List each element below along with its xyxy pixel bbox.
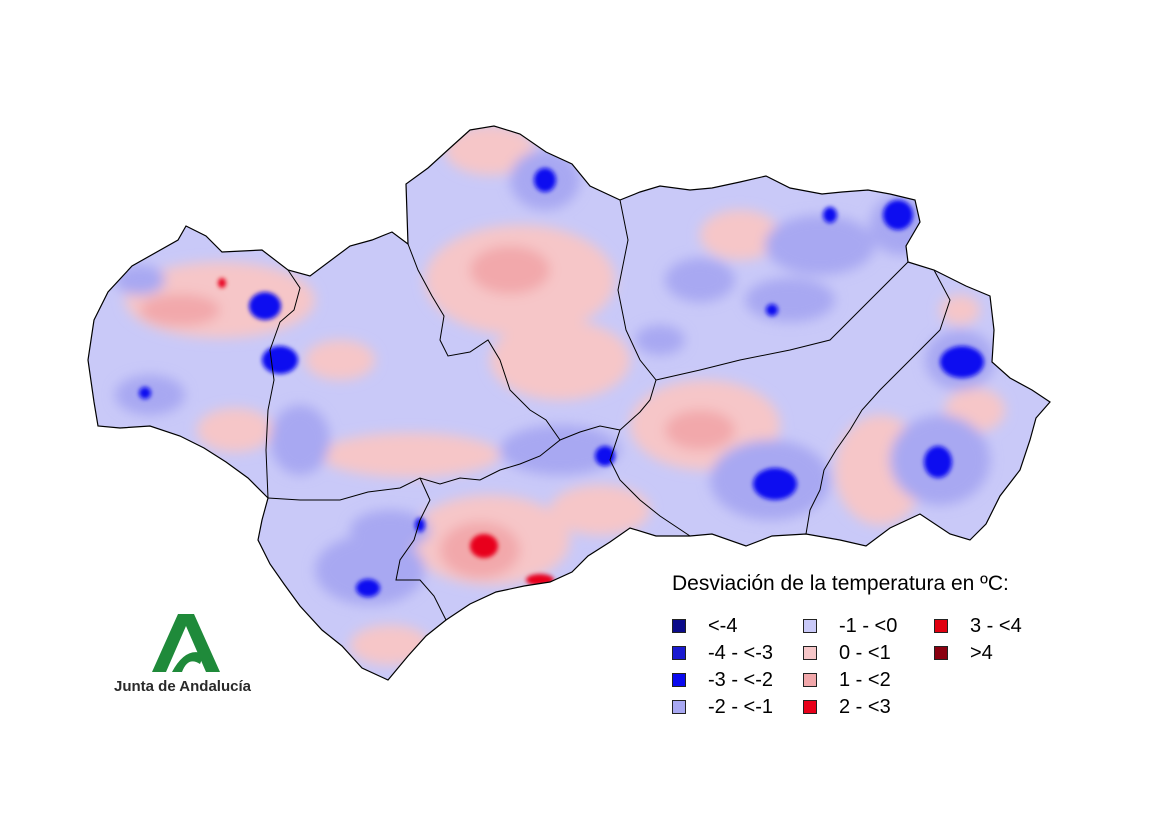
legend-label: 2 - <3 <box>839 695 891 718</box>
legend-label: 0 - <1 <box>839 641 891 664</box>
legend-label: -4 - <-3 <box>708 641 774 664</box>
legend-swatch <box>803 619 817 633</box>
legend-swatch <box>672 700 686 714</box>
andalucia-a-icon <box>152 614 220 672</box>
legend-label: <-4 <box>708 614 738 637</box>
legend-label: >4 <box>970 641 993 664</box>
legend-item: 3 - <4 <box>934 614 1022 638</box>
legend-label: -2 - <-1 <box>708 695 774 718</box>
legend: Desviación de la temperatura en ºC: <-4 -… <box>672 572 1022 718</box>
legend-swatch <box>934 646 948 660</box>
legend-swatch <box>672 619 686 633</box>
legend-item: -2 - <-1 <box>672 695 773 719</box>
legend-item: 2 - <3 <box>803 695 891 719</box>
legend-item: 0 - <1 <box>803 641 891 665</box>
junta-de-andalucia-logo: Junta de Andalucía <box>112 612 262 702</box>
legend-label: 3 - <4 <box>970 614 1022 637</box>
legend-swatch <box>803 646 817 660</box>
logo-text: Junta de Andalucía <box>114 678 251 695</box>
legend-item: -4 - <-3 <box>672 641 773 665</box>
province-boundaries <box>265 199 951 621</box>
legend-item: 1 - <2 <box>803 668 891 692</box>
legend-item: -1 - <0 <box>803 614 897 638</box>
anomaly-zones <box>115 126 1005 665</box>
legend-label: -3 - <-2 <box>708 668 774 691</box>
legend-swatch <box>672 673 686 687</box>
legend-items: <-4 -4 - <-3 -3 - <-2 -2 - <-1 -1 - <0 0 - <1… <box>672 614 1052 724</box>
legend-item: -3 - <-2 <box>672 668 773 692</box>
legend-title: Desviación de la temperatura en ºC: <box>672 572 1009 595</box>
legend-label: 1 - <2 <box>839 668 891 691</box>
legend-swatch <box>934 619 948 633</box>
strong-anomaly-cores <box>139 168 984 597</box>
legend-item: >4 <box>934 641 993 665</box>
legend-swatch <box>672 646 686 660</box>
legend-swatch <box>803 673 817 687</box>
legend-item: <-4 <box>672 614 737 638</box>
legend-swatch <box>803 700 817 714</box>
legend-label: -1 - <0 <box>839 614 898 637</box>
